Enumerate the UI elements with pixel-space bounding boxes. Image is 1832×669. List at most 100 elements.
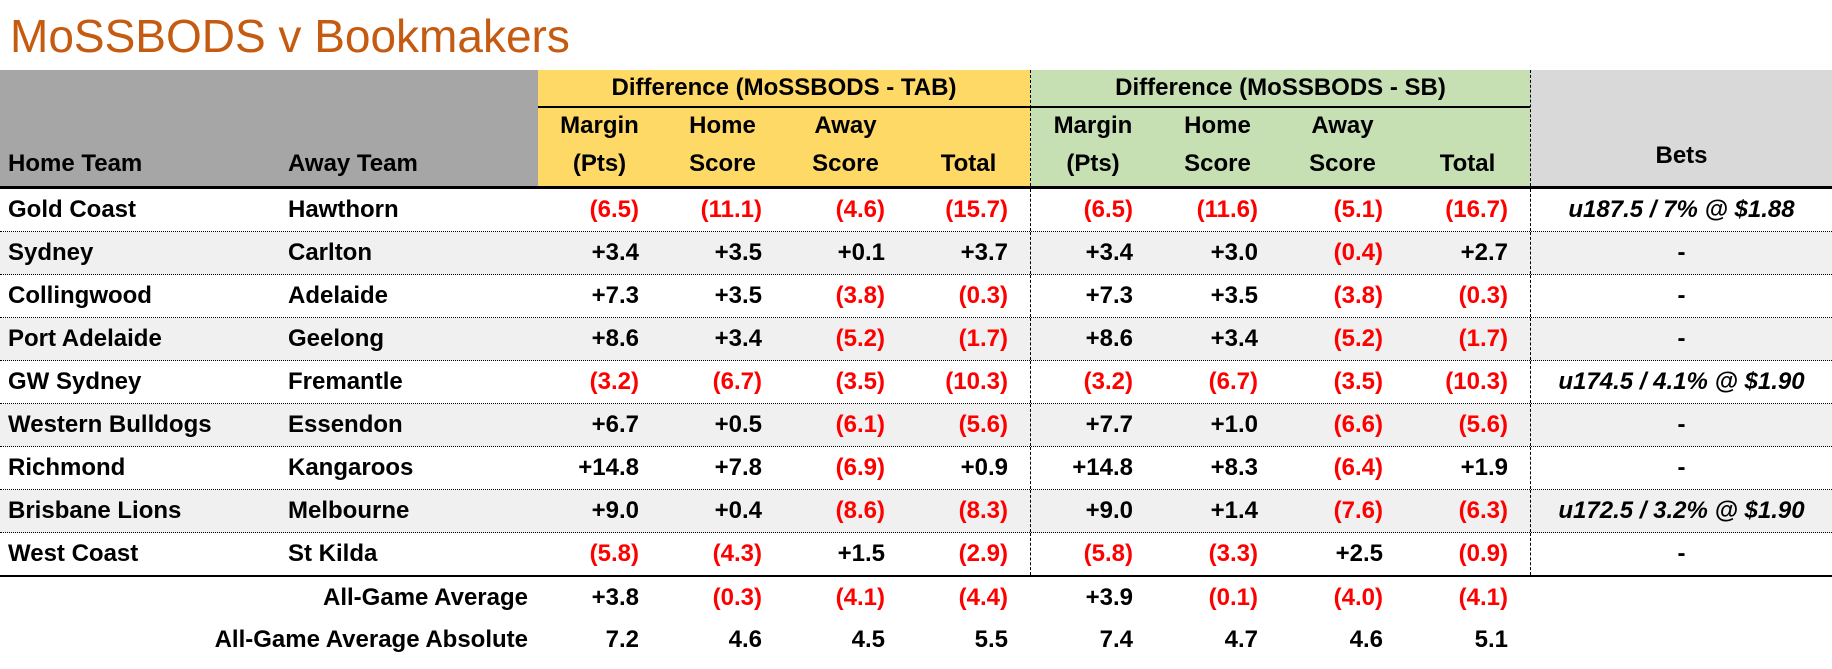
sb-away-score-cell: (3.8) <box>1333 282 1383 309</box>
sb-away-score-cell: (5.2) <box>1333 325 1383 352</box>
tab-total-cell: (15.7) <box>945 196 1008 223</box>
bets-cell: u174.5 / 4.1% @ $1.90 <box>1530 361 1832 403</box>
sb-margin-cell: +7.3 <box>1030 275 1155 317</box>
sb-away-score-cell: (3.5) <box>1333 368 1383 395</box>
sb-margin-avg-abs: 7.4 <box>1099 626 1133 653</box>
sb-home-score-cell: +8.3 <box>1210 454 1258 481</box>
summary-label: All-Game Average <box>323 584 528 611</box>
home-team-column-header: Home Team <box>8 150 143 177</box>
tab-margin-avg-abs: 7.2 <box>605 626 639 653</box>
sb-away-score-avg: (4.0) <box>1333 584 1383 611</box>
tab-home-score-cell: (6.7) <box>712 368 762 395</box>
sb-home-score-header: Home Score <box>1155 108 1280 186</box>
away-team-cell: Kangaroos <box>288 454 414 481</box>
sb-home-score-cell: +1.4 <box>1210 497 1258 524</box>
sb-total-cell: (6.3) <box>1458 497 1508 524</box>
team-header-block: Home Team Away Team <box>0 70 538 186</box>
sb-total-avg: (4.1) <box>1458 584 1508 611</box>
sb-away-score-cell: (6.6) <box>1333 411 1383 438</box>
tab-total-cell: (8.3) <box>958 497 1008 524</box>
tab-margin-cell: +7.3 <box>591 282 639 309</box>
sb-away-score-cell: (7.6) <box>1333 497 1383 524</box>
sb-total-cell: (16.7) <box>1445 196 1508 223</box>
table-row: Brisbane Lions Melbourne +9.0 +0.4 (8.6)… <box>0 490 1832 533</box>
sb-margin-cell: +8.6 <box>1030 318 1155 360</box>
tab-away-score-cell: +0.1 <box>837 239 885 266</box>
sb-margin-cell: (5.8) <box>1030 533 1155 575</box>
tab-margin-cell: +14.8 <box>578 454 639 481</box>
table-header: Home Team Away Team Difference (MoSSBODS… <box>0 70 1832 189</box>
tab-margin-cell: +3.4 <box>591 239 639 266</box>
sb-margin-cell: (6.5) <box>1030 189 1155 231</box>
table-row: Collingwood Adelaide +7.3 +3.5 (3.8) (0.… <box>0 275 1832 318</box>
away-team-column-header: Away Team <box>288 150 418 177</box>
away-team-cell: Hawthorn <box>288 196 399 223</box>
tab-section-header: Difference (MoSSBODS - TAB) <box>538 70 1030 108</box>
tab-home-score-cell: (4.3) <box>712 540 762 567</box>
sb-margin-cell: (3.2) <box>1030 361 1155 403</box>
bets-cell: u172.5 / 3.2% @ $1.90 <box>1530 490 1832 532</box>
away-team-cell: Melbourne <box>288 497 410 524</box>
sb-home-score-cell: +3.0 <box>1210 239 1258 266</box>
sb-margin-cell: +3.4 <box>1030 232 1155 274</box>
sb-away-score-cell: +2.5 <box>1335 540 1383 567</box>
tab-margin-cell: +6.7 <box>591 411 639 438</box>
tab-away-score-cell: (8.6) <box>835 497 885 524</box>
table-row: Western Bulldogs Essendon +6.7 +0.5 (6.1… <box>0 404 1832 447</box>
mossbods-table: Home Team Away Team Difference (MoSSBODS… <box>0 70 1832 661</box>
sb-margin-header: Margin (Pts) <box>1030 108 1155 186</box>
bets-cell-empty <box>1530 619 1832 661</box>
home-team-cell: Gold Coast <box>8 196 137 223</box>
home-team-cell: Brisbane Lions <box>8 497 182 524</box>
sb-total-cell: +2.7 <box>1460 239 1508 266</box>
tab-margin-avg: +3.8 <box>591 584 639 611</box>
bets-cell: - <box>1530 232 1832 274</box>
tab-away-score-cell: (6.1) <box>835 411 885 438</box>
tab-away-score-cell: (3.5) <box>835 368 885 395</box>
tab-home-score-cell: +0.4 <box>714 497 762 524</box>
tab-total-cell: (2.9) <box>958 540 1008 567</box>
home-team-cell: Collingwood <box>8 282 152 309</box>
sb-home-score-avg-abs: 4.7 <box>1224 626 1258 653</box>
bets-cell: - <box>1530 318 1832 360</box>
away-team-cell: Fremantle <box>288 368 403 395</box>
sb-home-score-cell: (6.7) <box>1208 368 1258 395</box>
sb-away-score-cell: (0.4) <box>1333 239 1383 266</box>
sb-margin-cell: +7.7 <box>1030 404 1155 446</box>
sb-total-cell: (1.7) <box>1458 325 1508 352</box>
bets-column-header: Bets <box>1530 70 1832 186</box>
tab-total-avg: (4.4) <box>958 584 1008 611</box>
sb-total-cell: (10.3) <box>1445 368 1508 395</box>
sb-away-score-avg-abs: 4.6 <box>1349 626 1383 653</box>
tab-away-score-avg: (4.1) <box>835 584 885 611</box>
tab-away-score-cell: (4.6) <box>835 196 885 223</box>
tab-margin-header: Margin (Pts) <box>538 108 661 186</box>
sb-total-header: Total <box>1405 108 1530 186</box>
tab-away-score-avg-abs: 4.5 <box>851 626 885 653</box>
table-row: Sydney Carlton +3.4 +3.5 +0.1 +3.7 +3.4 … <box>0 232 1832 275</box>
summary-row-average: All-Game Average +3.8 (0.3) (4.1) (4.4) … <box>0 577 1832 619</box>
table-row: Port Adelaide Geelong +8.6 +3.4 (5.2) (1… <box>0 318 1832 361</box>
home-team-cell: Western Bulldogs <box>8 411 212 438</box>
home-team-cell: West Coast <box>8 540 139 567</box>
sb-margin-avg: +3.9 <box>1085 584 1133 611</box>
tab-margin-cell: (6.5) <box>589 196 639 223</box>
sb-home-score-avg: (0.1) <box>1208 584 1258 611</box>
tab-home-score-cell: +0.5 <box>714 411 762 438</box>
tab-margin-cell: +8.6 <box>591 325 639 352</box>
bets-cell: u187.5 / 7% @ $1.88 <box>1530 189 1832 231</box>
tab-away-score-cell: (6.9) <box>835 454 885 481</box>
tab-total-cell: (1.7) <box>958 325 1008 352</box>
tab-total-cell: +3.7 <box>960 239 1008 266</box>
tab-home-score-cell: +3.4 <box>714 325 762 352</box>
tab-home-score-cell: +3.5 <box>714 239 762 266</box>
summary-row-average-absolute: All-Game Average Absolute 7.2 4.6 4.5 5.… <box>0 619 1832 661</box>
table-row: Richmond Kangaroos +14.8 +7.8 (6.9) +0.9… <box>0 447 1832 490</box>
tab-away-score-header: Away Score <box>784 108 907 186</box>
table-row: West Coast St Kilda (5.8) (4.3) +1.5 (2.… <box>0 533 1832 577</box>
sb-home-score-cell: +3.4 <box>1210 325 1258 352</box>
bets-cell: - <box>1530 275 1832 317</box>
away-team-cell: St Kilda <box>288 540 378 567</box>
bets-cell-empty <box>1530 577 1832 619</box>
tab-away-score-cell: (3.8) <box>835 282 885 309</box>
